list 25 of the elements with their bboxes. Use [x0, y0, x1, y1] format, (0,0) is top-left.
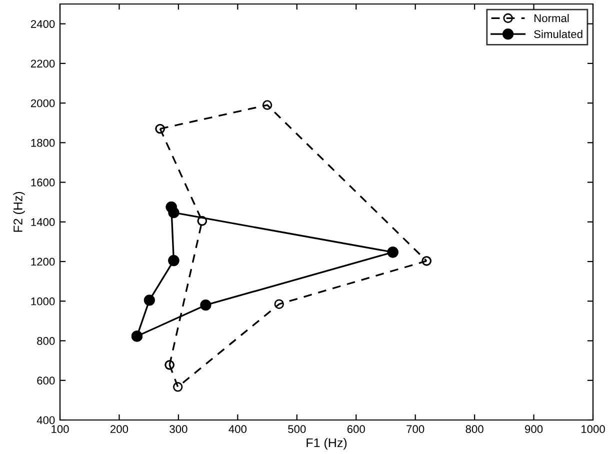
- y-tick-label: 1000: [31, 297, 55, 306]
- x-tick-label: 500: [288, 425, 306, 434]
- y-tick-label: 1800: [31, 138, 55, 147]
- y-tick-label: 1600: [31, 178, 55, 186]
- y-axis-title: F2 (Hz): [13, 192, 25, 232]
- x-axis-title: F1 (Hz): [306, 438, 347, 450]
- y-tick-label: 800: [37, 337, 55, 345]
- y-tick-label: 400: [36, 416, 55, 424]
- x-tick-label: 900: [525, 425, 543, 434]
- y-tick-label: 1400: [31, 218, 55, 226]
- y-tick-label: 2200: [30, 60, 55, 68]
- y-tick-label: 600: [37, 376, 55, 385]
- x-tick-label: 1000: [581, 425, 605, 434]
- legend-label: Normal: [534, 14, 569, 22]
- y-tick-label: 1200: [31, 258, 55, 266]
- x-tick-label: 600: [347, 425, 365, 434]
- x-tick-label: 700: [406, 425, 424, 434]
- x-tick-label: 300: [170, 425, 188, 434]
- legend-label: Simulated: [534, 30, 582, 38]
- x-tick-label: 400: [228, 425, 246, 434]
- x-tick-label: 100: [52, 425, 69, 434]
- y-tick-label: 2400: [30, 20, 55, 28]
- x-tick-label: 800: [466, 425, 484, 434]
- y-tick-label: 2000: [30, 99, 55, 108]
- x-tick-label: 200: [110, 425, 128, 434]
